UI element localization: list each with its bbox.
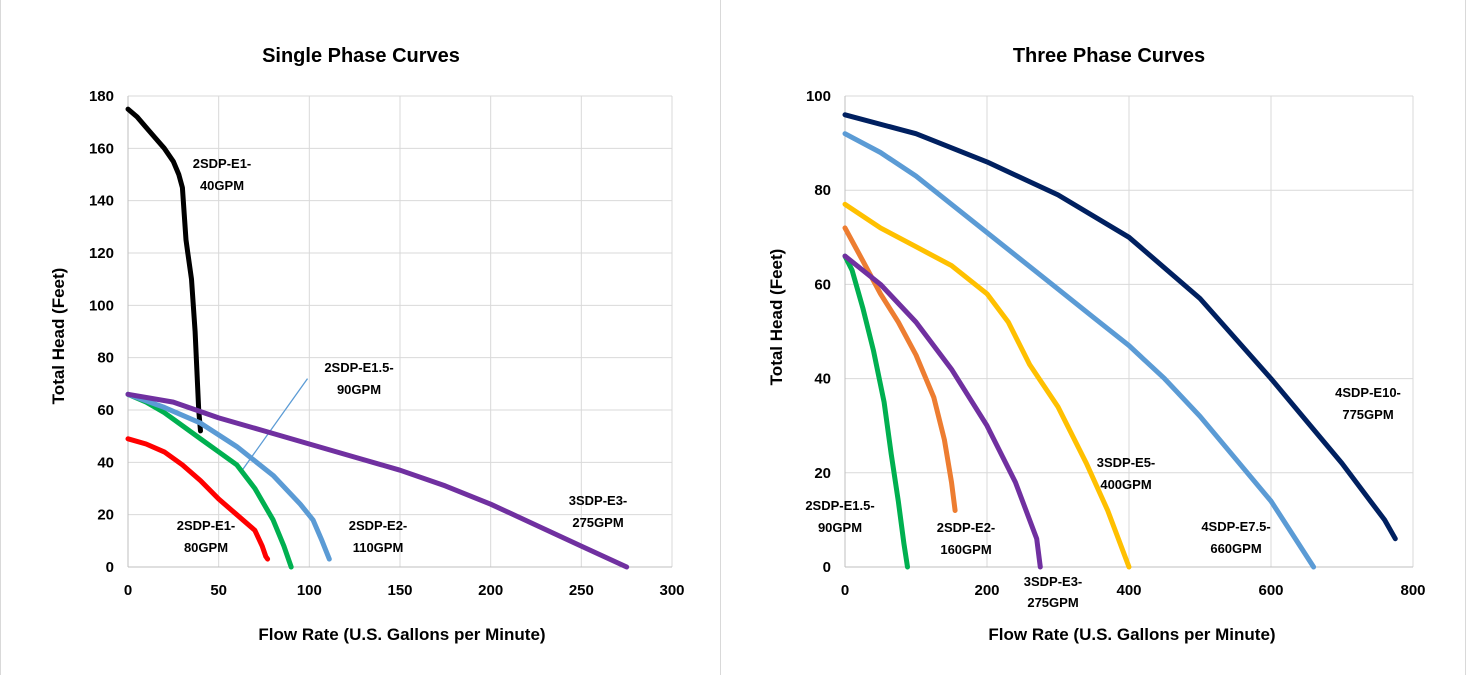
y-tick-label: 60 (814, 276, 831, 293)
series-label-2sdp-e2-160gpm: 160GPM (940, 542, 991, 557)
x-tick-label: 200 (974, 582, 999, 599)
series-label-3sdp-e3-275gpm: 3SDP-E3- (1024, 574, 1083, 589)
x-tick-label: 200 (478, 582, 503, 599)
series-line-2sdp-e1-5-90gpm (842, 253, 910, 570)
series-label-2sdp-e1-80gpm: 80GPM (184, 540, 228, 555)
y-tick-label: 40 (97, 454, 114, 471)
y-tick-label: 180 (89, 88, 114, 105)
series-line-4sdp-e10-775gpm (842, 112, 1398, 542)
x-axis-title: Flow Rate (U.S. Gallons per Minute) (258, 625, 545, 644)
single-phase-chart: Single Phase Curves Flow Rate (U.S. Gall… (49, 45, 685, 644)
series-line-2sdp-e1-40gpm (125, 106, 203, 434)
series-label-3sdp-e5-400gpm: 400GPM (1100, 477, 1151, 492)
y-tick-label: 20 (97, 507, 114, 524)
y-tick-label: 140 (89, 193, 114, 210)
x-tick-label: 0 (124, 582, 132, 599)
x-tick-label: 0 (841, 582, 849, 599)
series-line-2sdp-e2-110gpm (125, 391, 332, 562)
series-label-4sdp-e10-775gpm: 775GPM (1342, 407, 1393, 422)
series-line-3sdp-e3-275gpm (842, 253, 1043, 570)
x-tick-label: 100 (297, 582, 322, 599)
series-line-2sdp-e1-80gpm (125, 436, 271, 562)
series-label-3sdp-e3-275gpm: 275GPM (572, 515, 623, 530)
gridlines (844, 95, 1414, 568)
y-tick-label: 160 (89, 140, 114, 157)
y-tick-label: 0 (823, 559, 831, 576)
x-tick-label: 800 (1400, 582, 1425, 599)
y-tick-label: 80 (814, 182, 831, 199)
series-label-2sdp-e1-5-90gpm: 90GPM (818, 520, 862, 535)
series-line-2sdp-e1-5-90gpm (125, 391, 294, 570)
x-tick-label: 150 (387, 582, 412, 599)
series-label-3sdp-e3-275gpm: 275GPM (1027, 595, 1078, 610)
series-label-2sdp-e1-5-90gpm: 2SDP-E1.5- (805, 498, 874, 513)
series-label-4sdp-e7-5-660gpm: 660GPM (1210, 541, 1261, 556)
x-tick-label: 400 (1116, 582, 1141, 599)
y-tick-label: 100 (89, 297, 114, 314)
gridlines (127, 95, 673, 568)
x-tick-label: 250 (569, 582, 594, 599)
single-phase-chart-panel: Single Phase Curves Flow Rate (U.S. Gall… (0, 0, 721, 675)
series-label-2sdp-e1-5-90gpm: 2SDP-E1.5- (324, 360, 393, 375)
y-tick-label: 80 (97, 350, 114, 367)
y-tick-label: 40 (814, 371, 831, 388)
series-label-2sdp-e2-110gpm: 2SDP-E2- (349, 518, 408, 533)
y-tick-label: 0 (106, 559, 114, 576)
series-label-3sdp-e5-400gpm: 3SDP-E5- (1097, 455, 1156, 470)
three-phase-chart: Three Phase Curves Flow Rate (U.S. Gallo… (767, 45, 1426, 644)
y-tick-label: 120 (89, 245, 114, 262)
series-line-3sdp-e3-275gpm (125, 391, 630, 570)
series-label-4sdp-e7-5-660gpm: 4SDP-E7.5- (1201, 519, 1270, 534)
x-axis-title: Flow Rate (U.S. Gallons per Minute) (988, 625, 1275, 644)
y-tick-label: 20 (814, 465, 831, 482)
series-line-4sdp-e7-5-660gpm (842, 131, 1317, 570)
series-label-4sdp-e10-775gpm: 4SDP-E10- (1335, 385, 1401, 400)
series-label-2sdp-e1-5-90gpm: 90GPM (337, 382, 381, 397)
x-tick-label: 600 (1258, 582, 1283, 599)
chart-title: Three Phase Curves (1013, 45, 1205, 67)
series-label-2sdp-e1-80gpm: 2SDP-E1- (177, 518, 236, 533)
series-line-3sdp-e5-400gpm (842, 201, 1132, 570)
x-tick-label: 300 (659, 582, 684, 599)
series-label-3sdp-e3-275gpm: 3SDP-E3- (569, 493, 628, 508)
chart-title: Single Phase Curves (262, 45, 460, 67)
three-phase-chart-panel: Three Phase Curves Flow Rate (U.S. Gallo… (722, 0, 1466, 675)
y-tick-label: 100 (806, 88, 831, 105)
callout-line (241, 378, 309, 471)
y-tick-label: 60 (97, 402, 114, 419)
series-label-2sdp-e1-40gpm: 2SDP-E1- (193, 156, 252, 171)
y-axis-title: Total Head (Feet) (49, 268, 68, 405)
series-label-2sdp-e1-40gpm: 40GPM (200, 178, 244, 193)
series-label-2sdp-e2-160gpm: 2SDP-E2- (937, 520, 996, 535)
y-axis-title: Total Head (Feet) (767, 249, 786, 386)
x-tick-label: 50 (210, 582, 227, 599)
series-label-2sdp-e2-110gpm: 110GPM (353, 540, 404, 555)
